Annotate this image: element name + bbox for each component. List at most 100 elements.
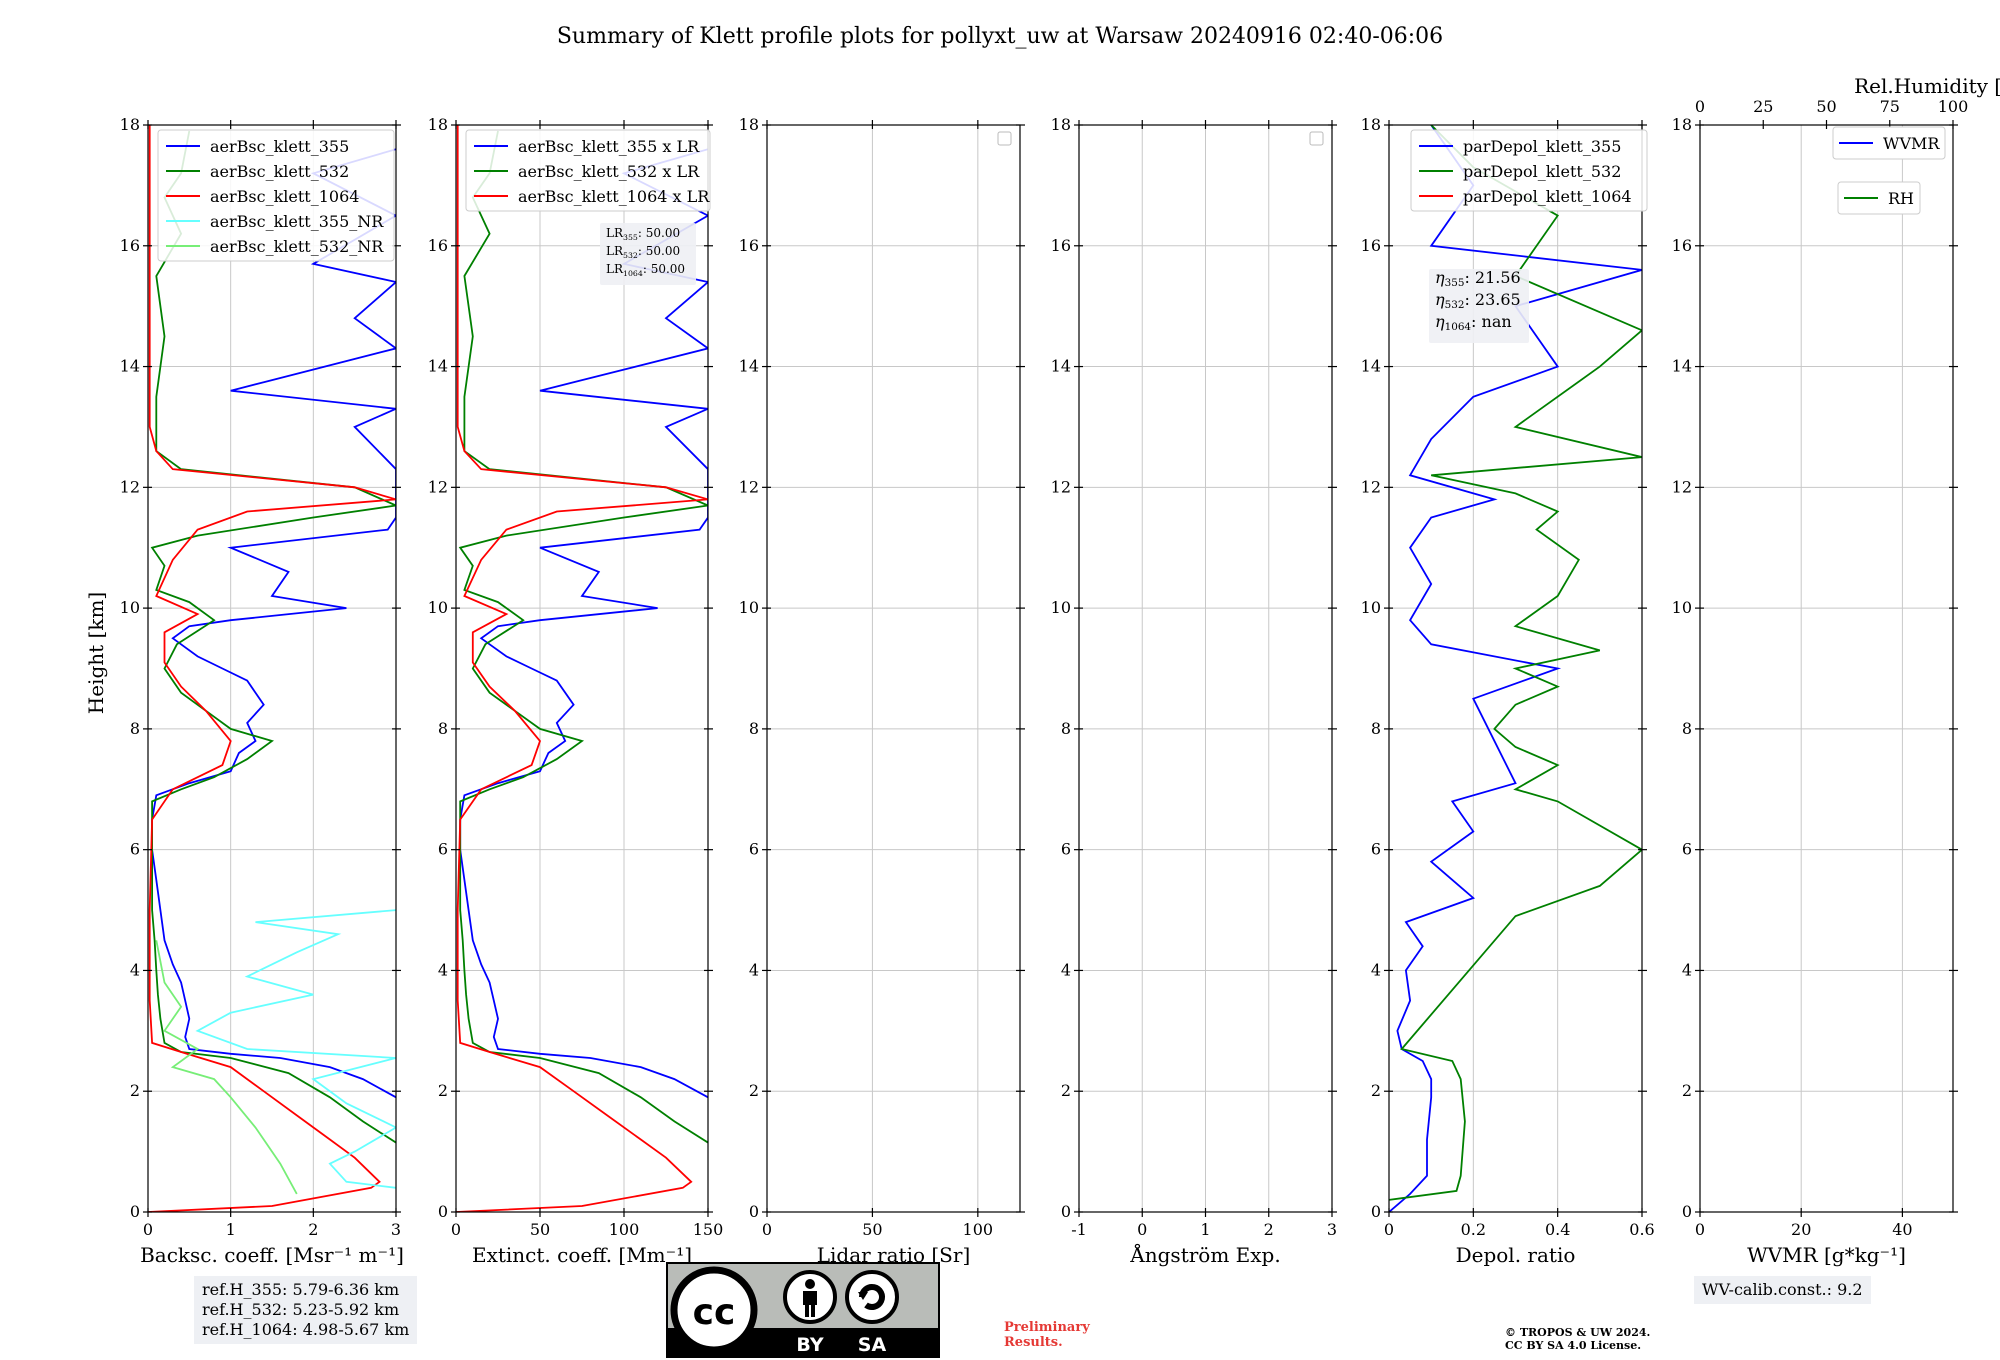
legend-label-0: aerBsc_klett_355 x LR [518, 137, 700, 156]
legend-label-2: parDepol_klett_1064 [1463, 187, 1632, 206]
x-tick-label-1: 50 [862, 1220, 882, 1239]
attribution-person-icon [783, 1270, 837, 1324]
y-tick-label-3: 6 [1371, 840, 1381, 859]
legend-label-2: aerBsc_klett_1064 x LR [518, 187, 710, 206]
y-tick-label-2: 4 [438, 960, 448, 979]
plot-area [456, 125, 708, 1212]
y-tick-label-6: 12 [428, 477, 448, 496]
annotation-355: LR355: 50.00 [606, 226, 680, 242]
y-tick-label-9: 18 [739, 115, 759, 134]
x-axis-label: Depol. ratio [1456, 1243, 1576, 1267]
x-tick-label-2: 1 [1200, 1220, 1210, 1239]
legend-label-0: parDepol_klett_355 [1463, 137, 1621, 156]
copyright-note: © TROPOS & UW 2024. CC BY SA 4.0 License… [1505, 1326, 1650, 1352]
y-tick-label-9: 18 [1051, 115, 1071, 134]
y-tick-label-5: 10 [1051, 598, 1071, 617]
empty-legend-box [1309, 131, 1324, 146]
series-line-2 [148, 125, 396, 1212]
y-tick-label-8: 16 [428, 236, 448, 255]
y-tick-label-0: 0 [749, 1202, 759, 1221]
series-line-0 [151, 148, 396, 1099]
share-alike-icon [845, 1270, 899, 1324]
annotation-532: η532: 23.65 [1435, 290, 1521, 311]
y-tick-label-9: 18 [120, 115, 140, 134]
legend-label-0: aerBsc_klett_355 [210, 137, 349, 156]
y-tick-label-3: 6 [438, 840, 448, 859]
axes-frame [766, 124, 1021, 1213]
x-tick-label-0: -1 [1071, 1220, 1087, 1239]
y-axis-label: Height [km] [84, 592, 108, 714]
legend-box [1410, 129, 1648, 212]
y-tick-label-7: 14 [120, 357, 140, 376]
series-line-0 [1389, 125, 1642, 1212]
axes-frame [1388, 124, 1643, 1213]
cc-by-label: BY [796, 1334, 823, 1356]
axes-frame [455, 124, 709, 1213]
series-line-1 [1389, 125, 1642, 1201]
cc-license-badge: cc BY SA [666, 1262, 940, 1358]
y-tick-label-4: 8 [1061, 719, 1071, 738]
y-tick-label-9: 18 [1361, 115, 1381, 134]
legend-label-2: aerBsc_klett_1064 [210, 187, 359, 206]
top-x-tick-label-3: 75 [1880, 97, 1900, 116]
y-tick-label-1: 2 [1682, 1081, 1692, 1100]
y-tick-label-0: 0 [130, 1202, 140, 1221]
wv-calib-box: WV-calib.const.: 9.2 [1694, 1276, 1871, 1304]
y-tick-label-2: 4 [749, 960, 759, 979]
y-tick-label-5: 10 [1672, 598, 1692, 617]
y-tick-label-6: 12 [1672, 477, 1692, 496]
series-line-2 [456, 125, 708, 1212]
legend-label-1: RH [1888, 189, 1914, 208]
legend-label-4: aerBsc_klett_532_NR [210, 237, 384, 256]
figure-title: Summary of Klett profile plots for polly… [557, 24, 1443, 49]
y-tick-label-2: 4 [1061, 960, 1071, 979]
axes-frame [147, 124, 397, 1213]
y-tick-label-7: 14 [739, 357, 759, 376]
panel-depol: 0 2 4 6 8 10 12 14 16 18 0 0.2 0.4 0.6 Depol. ratio par… [1361, 115, 1655, 1267]
y-tick-label-6: 12 [120, 477, 140, 496]
copyright-line-2: CC BY SA 4.0 License. [1505, 1339, 1642, 1352]
x-tick-label-1: 1 [226, 1220, 236, 1239]
legend-label-0: WVMR [1883, 134, 1940, 153]
y-tick-label-8: 16 [739, 236, 759, 255]
y-tick-label-0: 0 [1682, 1202, 1692, 1221]
annotation-1064: LR1064: 50.00 [606, 262, 685, 278]
legend-box-0 [1832, 126, 1946, 160]
y-tick-label-1: 2 [1061, 1081, 1071, 1100]
x-axis-label: Backsc. coeff. [Msr⁻¹ m⁻¹] [140, 1243, 404, 1267]
top-x-axis-label: Rel.Humidity [%] [1854, 74, 2000, 98]
preliminary-line-2: Results. [1004, 1335, 1063, 1350]
legend-label-1: aerBsc_klett_532 x LR [518, 162, 700, 181]
x-tick-label-0: 0 [451, 1220, 461, 1239]
y-tick-label-9: 18 [428, 115, 448, 134]
x-axis-label: Ångström Exp. [1129, 1242, 1280, 1267]
y-tick-label-7: 14 [1361, 357, 1381, 376]
top-x-tick-label-0: 0 [1695, 97, 1705, 116]
series-line-1 [458, 130, 708, 1144]
y-tick-label-3: 6 [1061, 840, 1071, 859]
x-tick-label-1: 20 [1791, 1220, 1811, 1239]
y-tick-label-8: 16 [120, 236, 140, 255]
y-tick-label-3: 6 [749, 840, 759, 859]
y-tick-label-4: 8 [130, 719, 140, 738]
y-tick-label-2: 4 [130, 960, 140, 979]
x-tick-label-4: 3 [1327, 1220, 1337, 1239]
y-tick-label-4: 8 [438, 719, 448, 738]
x-tick-label-0: 0 [143, 1220, 153, 1239]
reference-heights-box: ref.H_355: 5.79-6.36 km ref.H_532: 5.23-… [194, 1276, 418, 1344]
y-tick-label-1: 2 [438, 1081, 448, 1100]
copyright-line-1: © TROPOS & UW 2024. [1505, 1326, 1651, 1339]
x-tick-label-0: 0 [1695, 1220, 1705, 1239]
preliminary-note: Preliminary Results. [1004, 1320, 1090, 1350]
series-line-1 [150, 130, 396, 1144]
y-tick-label-6: 12 [1361, 477, 1381, 496]
x-tick-label-2: 2 [308, 1220, 318, 1239]
x-tick-label-3: 150 [693, 1220, 724, 1239]
legend-box [465, 129, 711, 212]
